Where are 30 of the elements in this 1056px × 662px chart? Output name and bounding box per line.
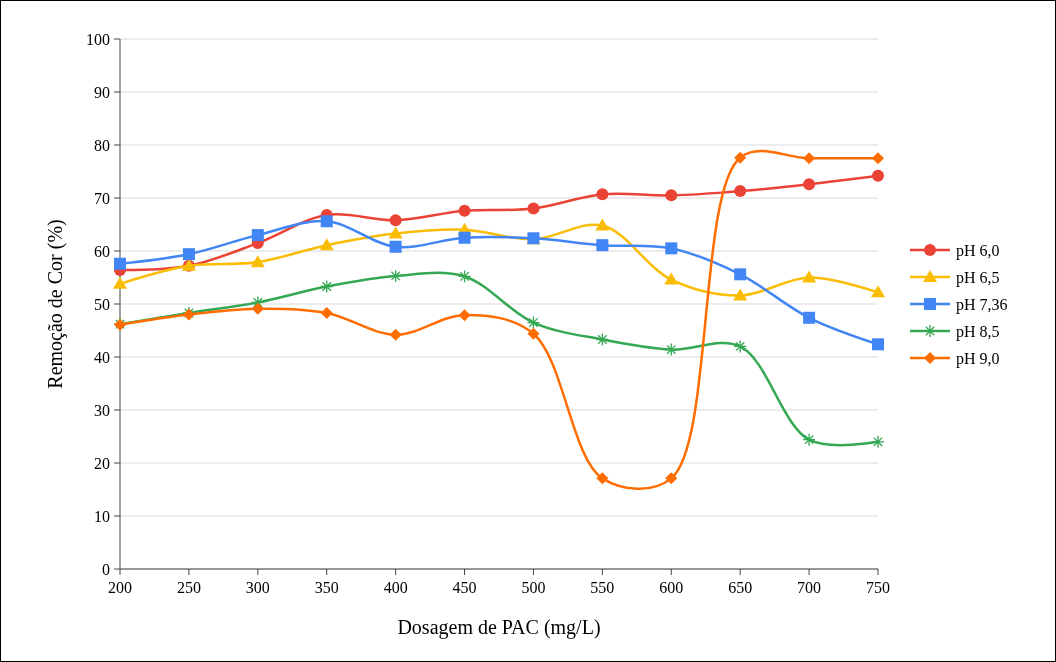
x-tick-label: 700 <box>797 579 822 596</box>
y-tick-label: 100 <box>86 30 110 48</box>
x-tick-label: 450 <box>452 579 477 596</box>
legend-label: pH 9,0 <box>956 349 1000 368</box>
x-tick-label: 300 <box>245 579 270 596</box>
y-axis-title: Remoção de Cor (%) <box>44 219 67 389</box>
legend-label: pH 7,36 <box>956 295 1008 314</box>
x-tick-label: 350 <box>314 579 339 596</box>
x-tick-label: 600 <box>659 579 684 596</box>
y-tick-label: 10 <box>94 507 110 525</box>
y-tick-label: 80 <box>94 136 110 154</box>
y-tick-label: 0 <box>102 560 110 578</box>
legend-label: pH 6,0 <box>956 241 1000 260</box>
y-tick-label: 70 <box>94 189 110 207</box>
x-tick-label: 200 <box>108 579 132 596</box>
y-tick-label: 20 <box>94 454 110 472</box>
legend-label: pH 8,5 <box>956 322 1000 341</box>
y-tick-label: 90 <box>94 83 110 101</box>
x-axis-title: Dosagem de PAC (mg/L) <box>397 616 601 639</box>
y-tick-label: 40 <box>94 348 110 366</box>
legend-label: pH 6,5 <box>956 268 1000 287</box>
y-tick-label: 30 <box>94 401 110 419</box>
x-tick-label: 250 <box>176 579 201 596</box>
x-tick-label: 650 <box>728 579 753 596</box>
y-tick-label: 50 <box>94 295 110 313</box>
y-tick-label: 60 <box>94 242 110 260</box>
x-tick-label: 400 <box>383 579 408 596</box>
x-tick-label: 500 <box>521 579 546 596</box>
x-tick-label: 750 <box>866 579 890 596</box>
x-tick-label: 550 <box>590 579 615 596</box>
